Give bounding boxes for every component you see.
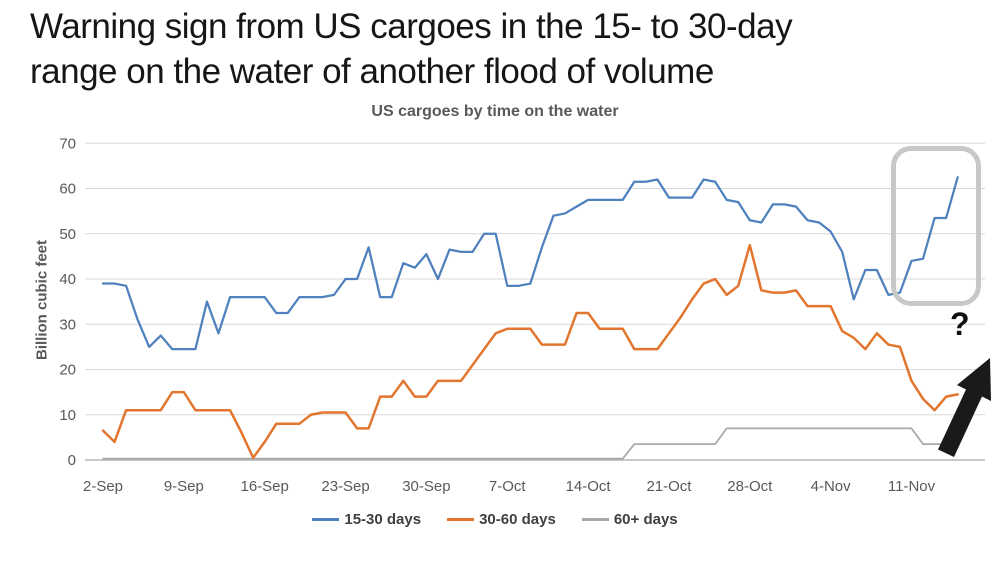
y-tick-label: 70 [59,135,76,152]
x-tick-label: 21-Oct [646,478,692,495]
x-tick-label: 28-Oct [727,478,773,495]
legend-item-60+-days: 60+ days [581,511,678,528]
x-tick-label: 16-Sep [241,478,289,495]
headline: Warning sign from US cargoes in the 15- … [30,4,960,94]
legend-line-swatch [312,518,340,521]
headline-line-1: Warning sign from US cargoes in the 15- … [30,7,793,46]
series-line-15-30-days [101,176,959,351]
legend-line-swatch [447,518,475,521]
legend-label: 30-60 days [479,511,556,528]
legend-line-swatch [581,518,609,521]
y-tick-label: 50 [59,226,76,243]
x-tick-label: 14-Oct [566,478,612,495]
y-tick-label: 30 [59,316,76,333]
x-tick-label: 2-Sep [83,478,123,495]
y-tick-label: 0 [68,452,76,469]
x-tick-label: 9-Sep [164,478,204,495]
question-mark-annotation: ? [950,306,970,342]
x-tick-label: 11-Nov [888,478,936,495]
legend-item-15-30-days: 15-30 days [312,511,421,528]
y-tick-label: 60 [59,181,76,198]
legend-label: 60+ days [613,511,678,528]
series-line-30-60-days [101,243,959,459]
legend-item-30-60-days: 30-60 days [447,511,556,528]
x-tick-label: 30-Sep [402,478,450,495]
legend-label: 15-30 days [344,511,422,528]
highlight-box [891,146,981,306]
chart-title: US cargoes by time on the water [371,103,619,120]
x-tick-label: 7-Oct [489,478,527,495]
x-tick-label: 4-Nov [811,478,852,495]
y-tick-label: 40 [59,271,76,288]
arrow-shape [938,358,991,457]
y-tick-label: 20 [59,362,76,379]
x-tick-label: 23-Sep [321,478,369,495]
series-line-60+-days [102,427,959,460]
headline-line-2: range on the water of another flood of v… [30,52,714,91]
y-tick-label: 10 [59,407,76,424]
chart-legend: 15-30 days 30-60 days 60+ days [0,511,990,528]
